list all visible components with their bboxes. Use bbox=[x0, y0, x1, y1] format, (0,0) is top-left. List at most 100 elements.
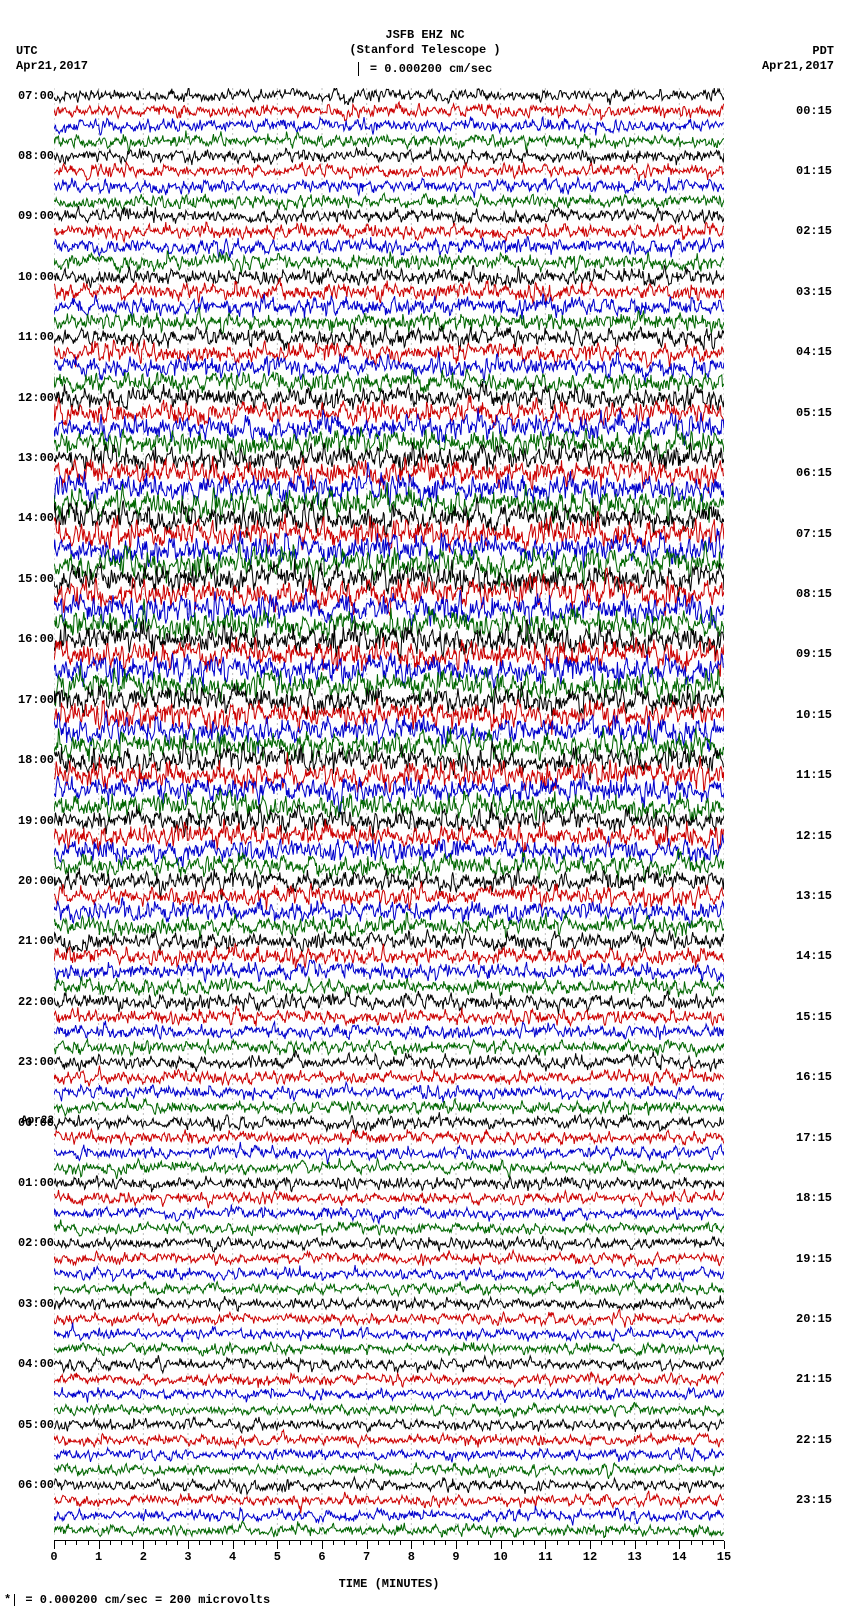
x-tick-label: 3 bbox=[184, 1550, 191, 1564]
seismic-trace bbox=[54, 1250, 724, 1266]
seismic-trace bbox=[54, 1463, 724, 1479]
scale-legend-text: = 0.000200 cm/sec bbox=[363, 62, 493, 76]
seismic-trace bbox=[54, 1506, 724, 1526]
x-tick-label: 12 bbox=[583, 1550, 597, 1564]
seismic-trace bbox=[54, 1355, 724, 1373]
helicorder-container: JSFB EHZ NC (Stanford Telescope ) = 0.00… bbox=[0, 0, 850, 1613]
seismic-trace bbox=[54, 88, 724, 105]
x-tick-label: 11 bbox=[538, 1550, 552, 1564]
right-hour-label: 05:15 bbox=[796, 406, 836, 420]
left-hour-label: 20:00 bbox=[14, 874, 54, 888]
right-hour-label: 23:15 bbox=[796, 1493, 836, 1507]
seismic-trace bbox=[54, 943, 724, 969]
title-line1: JSFB EHZ NC bbox=[0, 28, 850, 43]
x-tick-label: 14 bbox=[672, 1550, 686, 1564]
x-tick-label: 1 bbox=[95, 1550, 102, 1564]
seismic-trace bbox=[54, 1447, 724, 1462]
right-hour-label: 20:15 bbox=[796, 1312, 836, 1326]
right-hour-label: 19:15 bbox=[796, 1252, 836, 1266]
left-hour-label: 21:00 bbox=[14, 934, 54, 948]
right-hour-label: 02:15 bbox=[796, 224, 836, 238]
x-tick-label: 8 bbox=[408, 1550, 415, 1564]
right-hour-label: 01:15 bbox=[796, 164, 836, 178]
x-tick-label: 5 bbox=[274, 1550, 281, 1564]
seismic-trace bbox=[54, 1021, 724, 1040]
footer-scale: * = 0.000200 cm/sec = 200 microvolts bbox=[4, 1593, 270, 1607]
tz-right: PDT bbox=[762, 44, 834, 59]
seismic-trace bbox=[54, 1403, 724, 1418]
seismic-trace bbox=[54, 1477, 724, 1494]
left-hour-label: 08:00 bbox=[14, 149, 54, 163]
x-axis-ticks: 0123456789101112131415 bbox=[54, 1540, 724, 1559]
right-hour-label: 07:15 bbox=[796, 527, 836, 541]
scale-bar-icon bbox=[358, 62, 359, 76]
seismic-trace bbox=[54, 1006, 724, 1026]
seismic-trace bbox=[54, 511, 724, 552]
right-hour-label: 16:15 bbox=[796, 1070, 836, 1084]
seismic-trace bbox=[54, 237, 724, 259]
left-hour-label: 03:00 bbox=[14, 1297, 54, 1311]
right-hour-label: 21:15 bbox=[796, 1372, 836, 1386]
top-right-label: PDT Apr21,2017 bbox=[762, 44, 834, 74]
left-hour-label: 19:00 bbox=[14, 814, 54, 828]
right-hour-label: 09:15 bbox=[796, 647, 836, 661]
seismic-trace bbox=[54, 1097, 724, 1116]
seismic-trace bbox=[54, 1309, 724, 1327]
x-tick-label: 2 bbox=[140, 1550, 147, 1564]
left-hour-label: 04:00 bbox=[14, 1357, 54, 1371]
seismic-trace bbox=[54, 1295, 724, 1311]
right-hour-label: 11:15 bbox=[796, 768, 836, 782]
seismic-trace bbox=[54, 1387, 724, 1403]
right-axis-labels: 00:1501:1502:1503:1504:1505:1506:1507:15… bbox=[796, 88, 836, 1538]
seismic-trace bbox=[54, 1039, 724, 1058]
left-hour-label: 10:00 bbox=[14, 270, 54, 284]
seismic-trace bbox=[54, 294, 724, 320]
left-hour-label: 02:00 bbox=[14, 1236, 54, 1250]
left-hour-label: 12:00 bbox=[14, 391, 54, 405]
seismic-trace bbox=[54, 1189, 724, 1208]
left-axis-labels: 07:0008:0009:0010:0011:0012:0013:0014:00… bbox=[14, 88, 54, 1538]
right-hour-label: 12:15 bbox=[796, 829, 836, 843]
seismic-trace bbox=[54, 1265, 724, 1281]
seismic-trace bbox=[54, 1280, 724, 1296]
seismic-trace bbox=[54, 976, 724, 997]
seismic-trace bbox=[54, 1521, 724, 1538]
seismic-trace bbox=[54, 1323, 724, 1343]
title-line2: (Stanford Telescope ) bbox=[0, 43, 850, 58]
seismic-trace bbox=[54, 1491, 724, 1514]
left-hour-label: 17:00 bbox=[14, 693, 54, 707]
right-hour-label: 22:15 bbox=[796, 1433, 836, 1447]
x-tick-label: 13 bbox=[627, 1550, 641, 1564]
seismic-trace bbox=[54, 1236, 724, 1252]
x-tick-label: 10 bbox=[493, 1550, 507, 1564]
left-hour-label: 23:00 bbox=[14, 1055, 54, 1069]
left-hour-label: 16:00 bbox=[14, 632, 54, 646]
seismic-trace bbox=[54, 1176, 724, 1192]
seismic-trace bbox=[54, 117, 724, 136]
right-hour-label: 15:15 bbox=[796, 1010, 836, 1024]
seismic-trace bbox=[54, 147, 724, 166]
seismic-trace bbox=[54, 206, 724, 224]
seismic-trace bbox=[54, 1372, 724, 1388]
seismic-trace bbox=[54, 278, 724, 305]
seismic-trace bbox=[54, 131, 724, 152]
seismic-trace bbox=[54, 193, 724, 209]
left-hour-label: 11:00 bbox=[14, 330, 54, 344]
x-tick-label: 7 bbox=[363, 1550, 370, 1564]
x-axis: 0123456789101112131415 TIME (MINUTES) bbox=[54, 1540, 724, 1586]
seismic-trace bbox=[54, 1342, 724, 1356]
seismic-trace bbox=[54, 588, 724, 634]
top-left-label: UTC Apr21,2017 bbox=[16, 44, 88, 74]
left-hour-label: 14:00 bbox=[14, 511, 54, 525]
seismic-trace bbox=[54, 162, 724, 181]
seismic-trace bbox=[54, 1112, 724, 1133]
seismic-trace bbox=[54, 1417, 724, 1433]
right-hour-label: 00:15 bbox=[796, 104, 836, 118]
left-hour-label: 13:00 bbox=[14, 451, 54, 465]
left-hour-label: 22:00 bbox=[14, 995, 54, 1009]
left-hour-label: 06:00 bbox=[14, 1478, 54, 1492]
seismic-trace bbox=[54, 1129, 724, 1145]
right-hour-label: 04:15 bbox=[796, 345, 836, 359]
left-hour-label: 15:00 bbox=[14, 572, 54, 586]
scale-bar-icon bbox=[14, 1594, 15, 1606]
